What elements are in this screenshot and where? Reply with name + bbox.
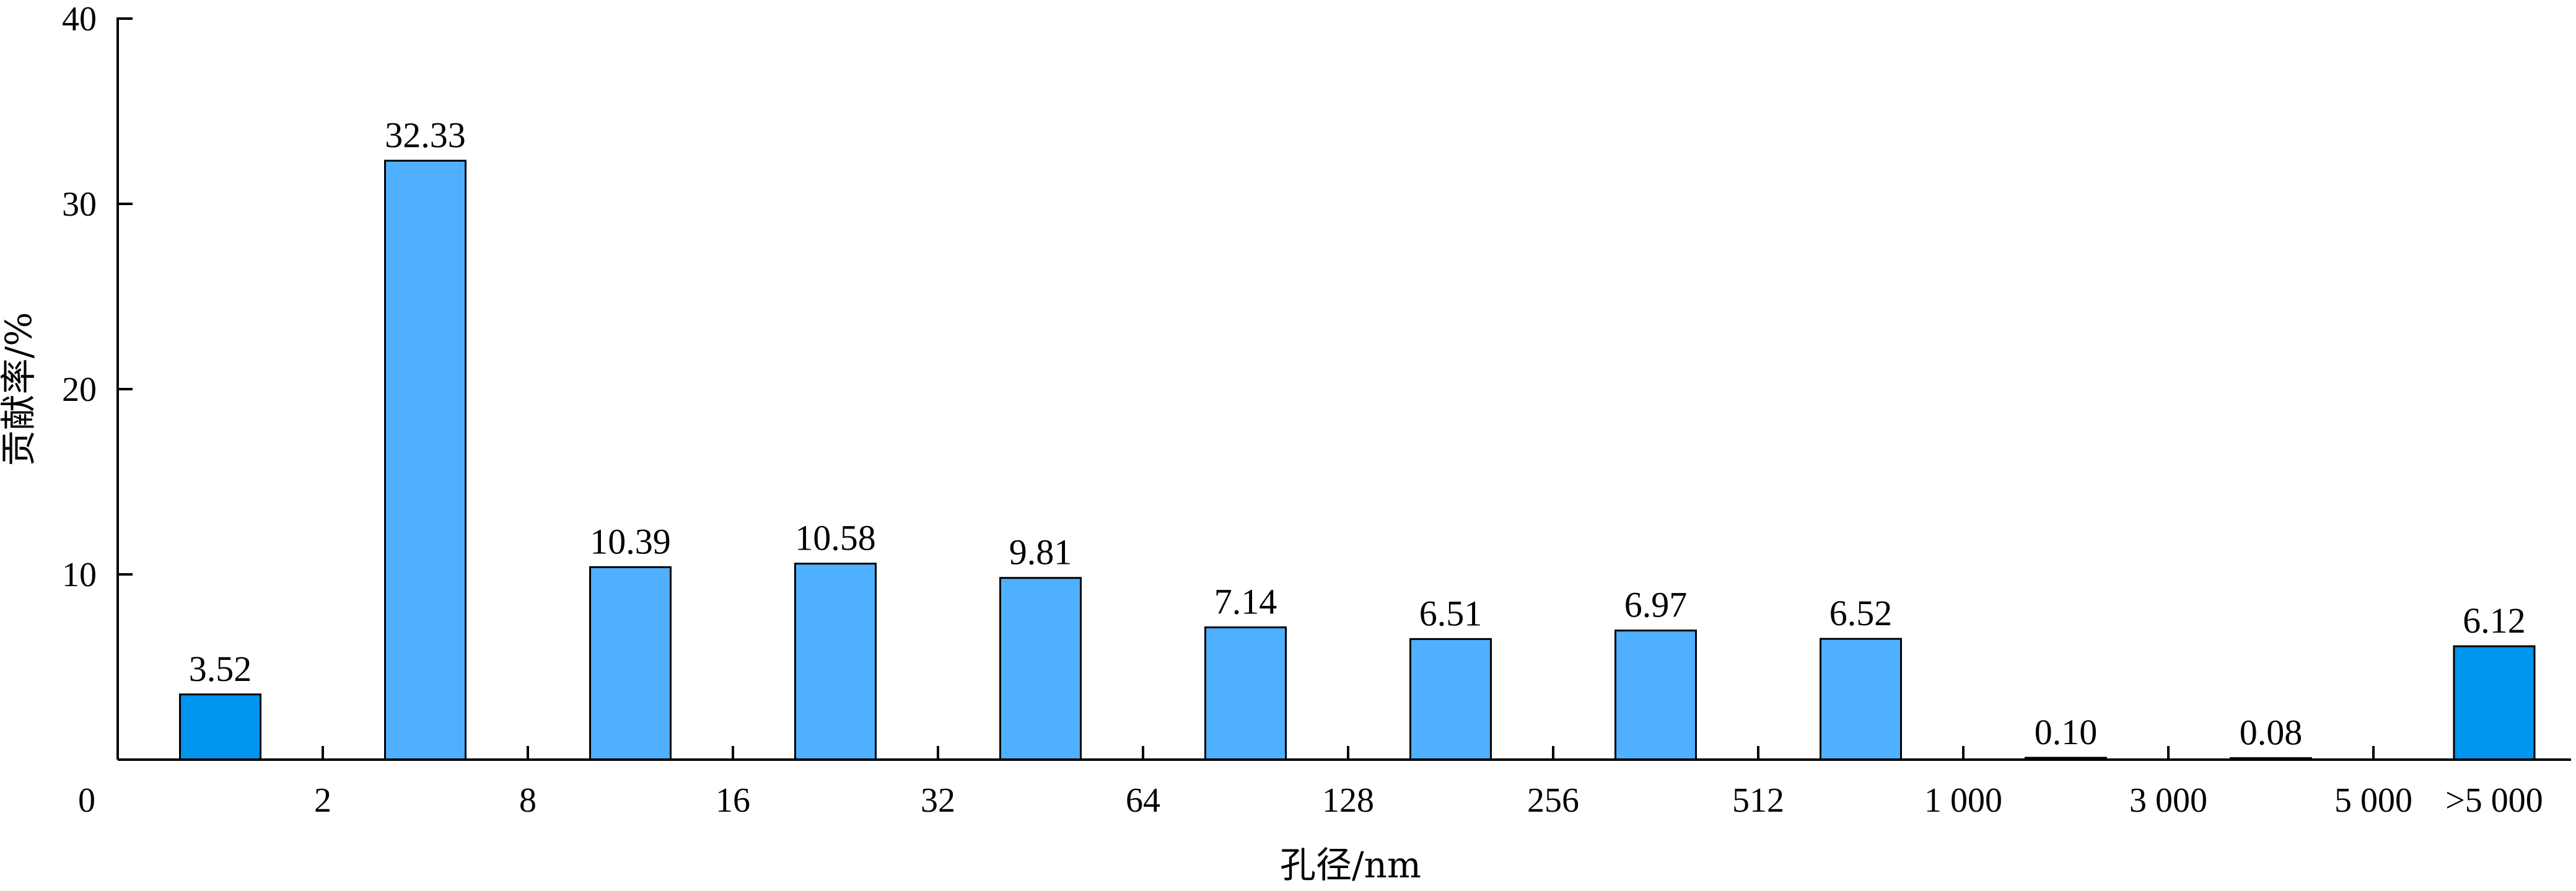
data-labels: 3.52 32.33 10.39 10.58 9.81 7.14 6.51 6.97 6.52 0… bbox=[189, 115, 2526, 752]
y-axis-title: 贡献率/% bbox=[0, 312, 40, 467]
x-tick-label: >5 000 bbox=[2445, 781, 2543, 820]
bar-3 bbox=[589, 566, 672, 761]
x-tick-label: 128 bbox=[1322, 781, 1374, 820]
bar-8 bbox=[1614, 630, 1697, 761]
data-label-11: 0.08 bbox=[2240, 713, 2303, 753]
data-label-9: 6.52 bbox=[1829, 593, 1893, 633]
bar-2 bbox=[384, 159, 467, 761]
x-tick-label: 64 bbox=[1126, 781, 1160, 820]
data-label-8: 6.97 bbox=[1624, 585, 1688, 625]
data-label-7: 6.51 bbox=[1419, 593, 1483, 633]
x-tick-label: 16 bbox=[716, 781, 750, 820]
x-tick-label: 8 bbox=[519, 781, 537, 820]
y-ticks: 10 20 30 40 bbox=[62, 0, 133, 594]
x-tick-label: 512 bbox=[1732, 781, 1784, 820]
bar-6 bbox=[1204, 626, 1287, 761]
x-axis-title: 孔径/nm bbox=[1280, 844, 1421, 886]
x-tick-label: 5 000 bbox=[2334, 781, 2412, 820]
data-label-4: 10.58 bbox=[795, 518, 876, 558]
data-label-5: 9.81 bbox=[1009, 532, 1072, 573]
x-ticks: 0 2 8 16 32 64 128 256 512 1 000 3 000 5 000 >5 000 bbox=[78, 746, 2543, 820]
bar-9 bbox=[1820, 638, 1902, 761]
bar-12 bbox=[2453, 645, 2536, 761]
bar-5 bbox=[999, 577, 1082, 761]
y-tick-label: 30 bbox=[62, 185, 97, 224]
bar-4 bbox=[794, 563, 877, 761]
data-label-6: 7.14 bbox=[1214, 582, 1277, 622]
data-label-12: 6.12 bbox=[2463, 600, 2526, 641]
y-tick-label: 10 bbox=[62, 556, 97, 594]
x-tick-label: 3 000 bbox=[2129, 781, 2207, 820]
bar-1 bbox=[179, 693, 261, 761]
x-tick-label: 32 bbox=[921, 781, 955, 820]
data-label-2: 32.33 bbox=[385, 115, 466, 155]
x-tick-label: 2 bbox=[314, 781, 331, 820]
x-tick-label: 256 bbox=[1527, 781, 1579, 820]
bar-7 bbox=[1409, 638, 1492, 761]
bars-layer bbox=[179, 159, 2536, 761]
data-label-10: 0.10 bbox=[2035, 712, 2098, 752]
x-tick-label: 0 bbox=[78, 781, 95, 820]
y-tick-label: 20 bbox=[62, 371, 97, 409]
x-tick-label: 1 000 bbox=[1924, 781, 2002, 820]
y-tick-label: 40 bbox=[62, 0, 97, 38]
axes-layer bbox=[116, 17, 2571, 761]
data-label-1: 3.52 bbox=[189, 649, 252, 689]
data-label-3: 10.39 bbox=[590, 521, 671, 561]
